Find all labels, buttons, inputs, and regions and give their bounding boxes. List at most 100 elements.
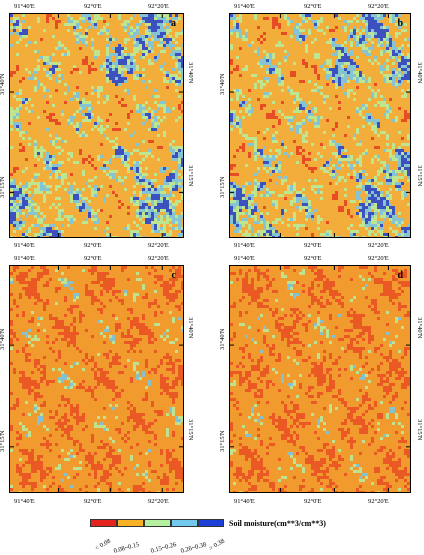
raster-cell <box>365 206 368 209</box>
raster-cell <box>70 152 73 155</box>
raster-cell <box>175 290 178 293</box>
raster-cell <box>344 80 347 83</box>
raster-cell <box>395 230 398 233</box>
raster-cell <box>284 335 287 338</box>
raster-cell <box>278 149 281 152</box>
raster-cell <box>10 338 13 341</box>
raster-cell <box>37 59 40 62</box>
raster-cell <box>371 137 374 140</box>
raster-cell <box>392 47 395 50</box>
raster-cell <box>392 53 395 56</box>
raster-cell <box>293 347 296 350</box>
raster-cell <box>311 266 314 269</box>
raster-cell <box>16 221 19 224</box>
raster-cell <box>22 275 25 278</box>
raster-cell <box>236 68 239 71</box>
raster-cell <box>407 227 410 230</box>
raster-cell <box>175 47 178 50</box>
raster-cell <box>16 227 19 230</box>
raster-cell <box>109 41 112 44</box>
raster-cell <box>139 41 142 44</box>
raster-cell <box>254 269 257 272</box>
raster-cell <box>40 365 43 368</box>
raster-cell <box>118 470 121 473</box>
raster-cell <box>166 215 169 218</box>
raster-cell <box>130 59 133 62</box>
raster-cell <box>118 455 121 458</box>
raster-cell <box>233 14 236 17</box>
raster-cell <box>172 77 175 80</box>
raster-cell <box>320 269 323 272</box>
raster-cell <box>377 200 380 203</box>
raster-cell <box>22 482 25 485</box>
raster-cell <box>260 83 263 86</box>
raster-cell <box>347 92 350 95</box>
raster-cell <box>338 179 341 182</box>
raster-cell <box>272 347 275 350</box>
raster-cell <box>248 326 251 329</box>
raster-cell <box>314 365 317 368</box>
raster-cell <box>329 68 332 71</box>
raster-cell <box>395 173 398 176</box>
raster-cell <box>386 80 389 83</box>
raster-cell <box>377 368 380 371</box>
raster-cell <box>148 23 151 26</box>
raster-cell <box>335 182 338 185</box>
raster-cell <box>347 74 350 77</box>
raster-cell <box>166 458 169 461</box>
raster-cell <box>269 224 272 227</box>
raster-cell <box>377 194 380 197</box>
raster-cell <box>40 473 43 476</box>
raster-cell <box>106 236 109 237</box>
raster-cell <box>70 71 73 74</box>
raster-cell <box>269 173 272 176</box>
raster-cell <box>43 284 46 287</box>
raster-cell <box>314 272 317 275</box>
raster-cell <box>100 155 103 158</box>
raster-cell <box>34 386 37 389</box>
raster-cell <box>275 65 278 68</box>
raster-cell <box>172 410 175 413</box>
raster-cell <box>401 62 404 65</box>
raster-cell <box>305 62 308 65</box>
raster-cell <box>163 227 166 230</box>
raster-cell <box>356 158 359 161</box>
raster-cell <box>248 203 251 206</box>
raster-cell <box>293 224 296 227</box>
raster-cell <box>151 29 154 32</box>
raster-cell <box>344 26 347 29</box>
raster-cell <box>151 182 154 185</box>
raster-cell <box>100 65 103 68</box>
raster-cell <box>263 158 266 161</box>
raster-cell <box>85 116 88 119</box>
raster-cell <box>16 194 19 197</box>
raster-cell <box>115 50 118 53</box>
raster-cell <box>320 302 323 305</box>
raster-cell <box>407 68 410 71</box>
raster-cell <box>335 80 338 83</box>
raster-cell <box>299 107 302 110</box>
raster-cell <box>43 182 46 185</box>
raster-cell <box>133 485 136 488</box>
raster-cell <box>154 419 157 422</box>
raster-cell <box>157 107 160 110</box>
raster-cell <box>260 233 263 236</box>
raster-cell <box>73 68 76 71</box>
raster-cell <box>103 161 106 164</box>
raster-cell <box>58 353 61 356</box>
raster-cell <box>43 227 46 230</box>
raster-cell <box>401 149 404 152</box>
raster-cell <box>317 302 320 305</box>
raster-cell <box>103 65 106 68</box>
raster-cell <box>100 425 103 428</box>
raster-cell <box>91 335 94 338</box>
raster-cell <box>34 281 37 284</box>
raster-cell <box>254 266 257 269</box>
raster-cell <box>407 56 410 59</box>
raster-cell <box>377 182 380 185</box>
raster-cell <box>34 203 37 206</box>
raster-cell <box>401 152 404 155</box>
raster-cell <box>106 221 109 224</box>
raster-cell <box>142 215 145 218</box>
raster-cell <box>22 35 25 38</box>
